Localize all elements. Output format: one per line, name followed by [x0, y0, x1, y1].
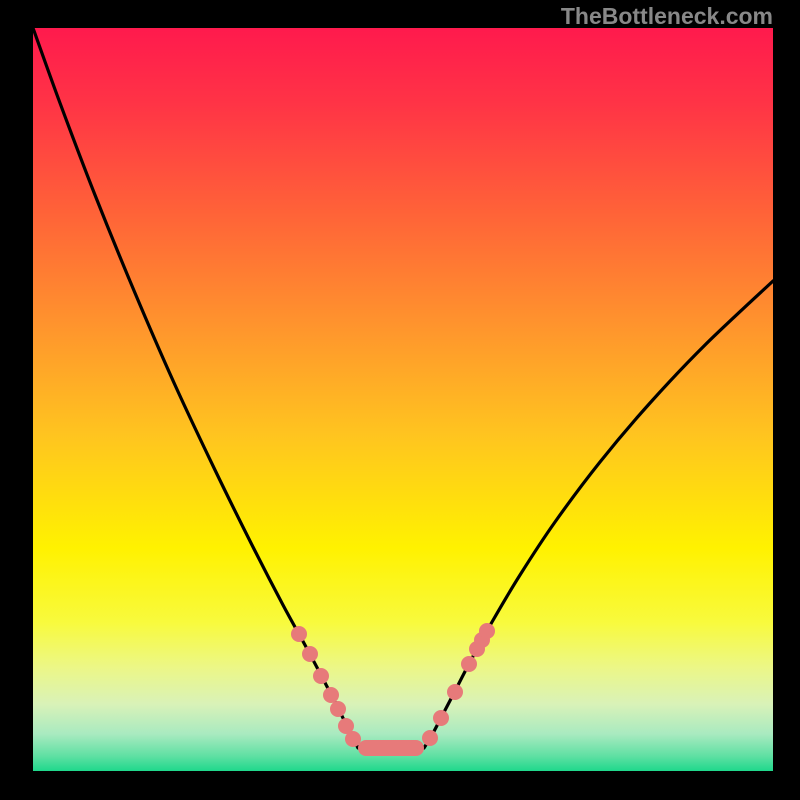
data-marker [302, 646, 318, 662]
flat-bottom-marker [358, 740, 424, 756]
data-marker [422, 730, 438, 746]
marker-group [291, 623, 495, 756]
data-marker [461, 656, 477, 672]
data-marker [291, 626, 307, 642]
chart-svg [0, 0, 800, 800]
plot-area [33, 28, 773, 771]
data-marker [330, 701, 346, 717]
v-curve-path [33, 28, 773, 748]
canvas-root: TheBottleneck.com [0, 0, 800, 800]
data-marker [313, 668, 329, 684]
watermark-text: TheBottleneck.com [561, 3, 773, 30]
data-marker [433, 710, 449, 726]
data-marker [323, 687, 339, 703]
data-marker [479, 623, 495, 639]
data-marker [447, 684, 463, 700]
data-marker [345, 731, 361, 747]
